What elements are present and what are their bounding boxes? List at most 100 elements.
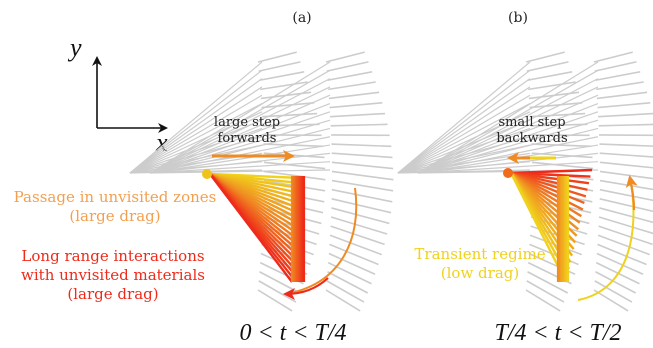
panel-a-curve-arrow-upper xyxy=(284,187,358,295)
ghost-stroke xyxy=(129,86,263,174)
ghost-stroke xyxy=(149,78,331,174)
panel-a-return-arrow xyxy=(283,277,329,300)
ghost-stroke xyxy=(327,271,369,294)
ghost-stroke xyxy=(331,170,394,181)
ghost-stroke xyxy=(530,112,586,118)
ghost-stroke xyxy=(593,51,633,63)
ghost-stroke xyxy=(325,51,365,63)
fan-stroke xyxy=(509,172,568,283)
ghost-stroke xyxy=(263,170,326,181)
ghost-stroke xyxy=(598,123,653,127)
ghost-stroke xyxy=(525,289,561,312)
ghost-stroke xyxy=(597,102,651,109)
ghost-stroke xyxy=(594,280,633,303)
ghost-stroke xyxy=(598,225,653,246)
ghost-stroke xyxy=(397,61,531,174)
ghost-stroke xyxy=(331,198,392,214)
ghost-stroke xyxy=(599,143,653,147)
ghost-stroke xyxy=(598,216,653,235)
ghost-stroke xyxy=(325,289,361,312)
ghost-stroke xyxy=(263,143,324,148)
ghost-stroke xyxy=(417,111,599,174)
ghost-stroke xyxy=(328,81,376,91)
ghost-stroke xyxy=(528,81,576,91)
ghost-stroke xyxy=(331,179,394,192)
ghost-stroke xyxy=(331,207,390,225)
ghost-stroke xyxy=(129,78,263,174)
ghost-stroke xyxy=(529,102,583,109)
ghost-stroke xyxy=(149,86,331,174)
ghost-stroke xyxy=(397,78,531,174)
panel-b-pivot-dot xyxy=(503,168,513,178)
annotation-passage-line2: (large drag) xyxy=(69,207,160,225)
ghost-stroke xyxy=(417,61,599,174)
ghost-stroke xyxy=(331,161,394,170)
ghost-stroke xyxy=(397,103,531,174)
ghost-stroke xyxy=(417,69,599,174)
annotation-transient-line1: Transient regime xyxy=(414,245,545,263)
ghost-stroke xyxy=(599,198,653,213)
ghost-stroke xyxy=(599,170,653,180)
ghost-stroke xyxy=(329,243,379,266)
ghost-stroke xyxy=(417,102,599,174)
ghost-stroke xyxy=(149,111,331,174)
ghost-stroke xyxy=(417,86,599,174)
panel-a-step-note-line1: large step xyxy=(214,115,280,130)
ghost-stroke xyxy=(149,61,331,174)
annotation-transient-line2: (low drag) xyxy=(441,264,519,282)
y-axis-label: y xyxy=(67,33,82,62)
ghost-stroke xyxy=(599,179,653,191)
ghost-stroke xyxy=(129,69,263,174)
ghost-stroke xyxy=(149,144,331,174)
ghost-stroke xyxy=(397,94,531,174)
ghost-stroke xyxy=(397,86,531,174)
ghost-stroke xyxy=(258,280,297,303)
panel-b-curve-arrow-lower xyxy=(577,177,635,301)
ghost-stroke xyxy=(599,188,653,202)
ghost-stroke xyxy=(596,252,644,275)
ghost-stroke xyxy=(326,61,369,72)
fan-stroke xyxy=(209,173,293,283)
ghost-stroke xyxy=(595,271,637,294)
ghost-stroke xyxy=(417,161,599,174)
ghost-stroke xyxy=(257,289,293,312)
ghost-stroke xyxy=(149,102,331,174)
panel-b-colored-fan xyxy=(509,168,593,283)
ghost-stroke xyxy=(149,94,331,174)
ghost-stroke xyxy=(260,81,308,91)
annotation-longrange-line1: Long range interactions xyxy=(21,247,204,265)
ghost-stroke xyxy=(329,102,383,109)
ghost-stroke xyxy=(149,161,331,174)
ghost-stroke xyxy=(526,61,569,72)
ghost-stroke xyxy=(330,112,386,118)
ghost-stroke xyxy=(149,169,331,174)
ghost-stroke xyxy=(595,71,641,82)
ghost-stroke xyxy=(597,234,650,256)
ghost-stroke xyxy=(330,225,385,246)
panel-b-label: (b) xyxy=(508,10,528,26)
ghost-stroke xyxy=(329,234,382,256)
panel-b-time-range: T/4 < t < T/2 xyxy=(494,320,621,346)
panel-a-step-note-line2: forwards xyxy=(218,131,277,146)
ghost-stroke xyxy=(527,71,573,82)
panel-b-curve-arrow xyxy=(625,175,638,211)
ghost-stroke xyxy=(599,161,653,169)
ghost-stroke xyxy=(417,94,599,174)
ghost-stroke xyxy=(417,119,599,174)
ghost-stroke xyxy=(129,94,263,174)
ghost-stroke xyxy=(328,91,380,100)
ghost-stroke xyxy=(598,112,653,118)
ghost-stroke xyxy=(149,119,331,174)
ghost-stroke xyxy=(129,61,263,174)
axes-frame: y x xyxy=(67,33,168,157)
ghost-stroke xyxy=(525,51,565,63)
ghost-stroke xyxy=(261,102,315,109)
ghost-stroke xyxy=(258,61,301,72)
annotation-longrange-line3: (large drag) xyxy=(67,285,158,303)
panel-a-pivot-dot xyxy=(202,169,212,179)
panel-a-label: (a) xyxy=(292,10,311,26)
ghost-stroke xyxy=(331,188,393,203)
ghost-stroke xyxy=(596,91,648,100)
ghost-stroke xyxy=(417,127,599,174)
